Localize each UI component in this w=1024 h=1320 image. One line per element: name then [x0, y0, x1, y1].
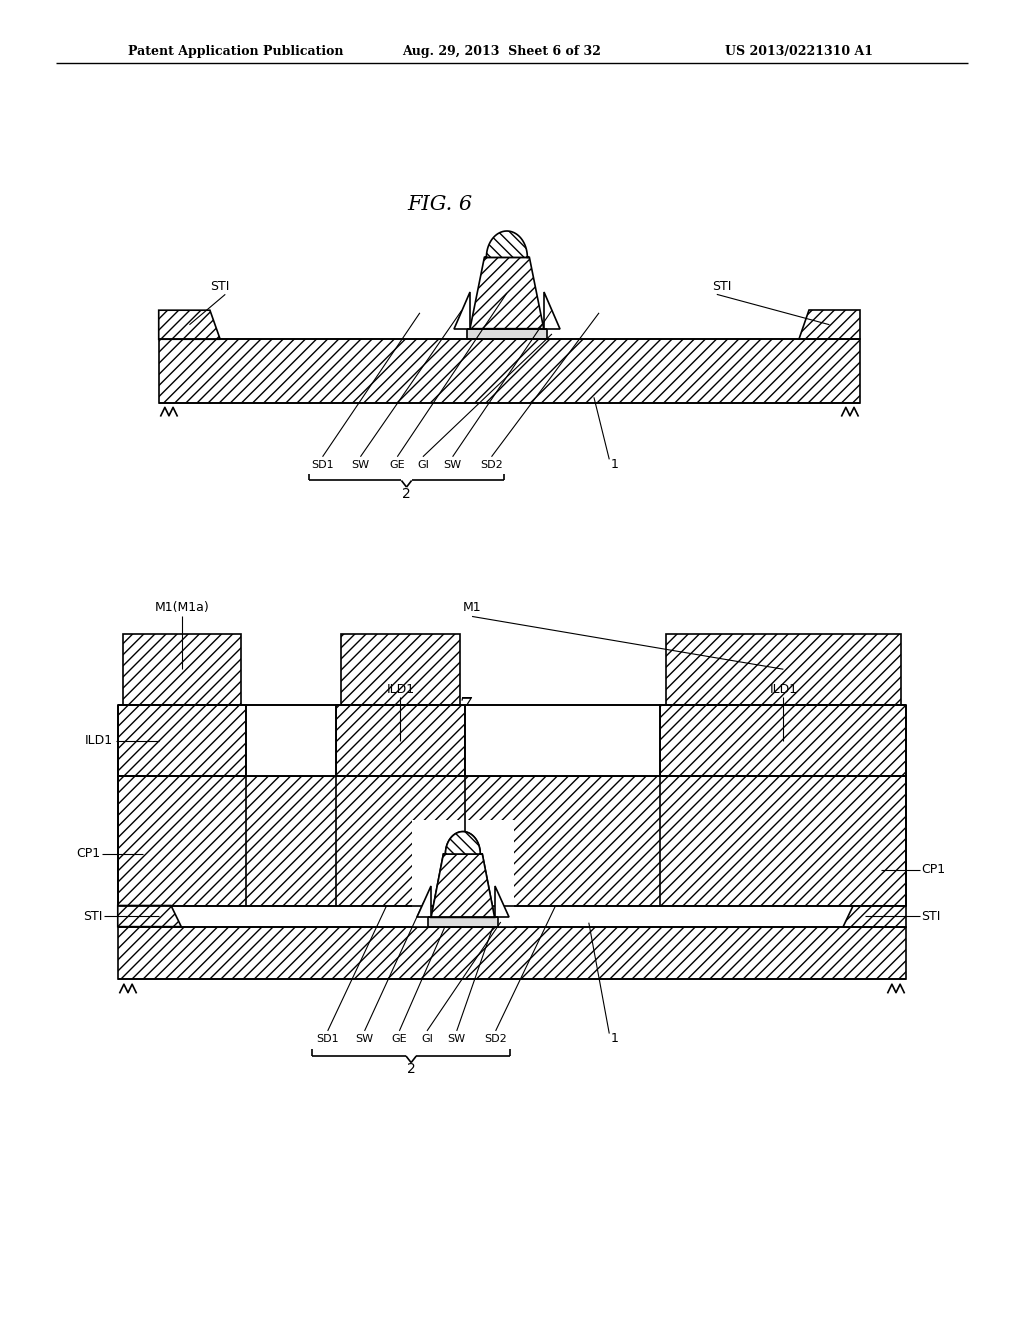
Bar — [118, 705, 246, 776]
Bar — [666, 634, 901, 705]
Text: 2: 2 — [402, 487, 411, 500]
Polygon shape — [484, 231, 529, 257]
Polygon shape — [454, 292, 470, 329]
Polygon shape — [417, 886, 431, 917]
Text: FIG. 7: FIG. 7 — [408, 697, 473, 715]
Text: ILD1: ILD1 — [769, 682, 798, 696]
Polygon shape — [544, 292, 560, 329]
Text: STI: STI — [83, 909, 102, 923]
Text: US 2013/0221310 A1: US 2013/0221310 A1 — [725, 45, 872, 58]
Text: SD2: SD2 — [480, 459, 503, 470]
Polygon shape — [495, 886, 509, 917]
Text: SW: SW — [351, 459, 370, 470]
Bar — [336, 705, 465, 776]
Bar — [428, 917, 498, 927]
Text: GI: GI — [417, 459, 429, 470]
Text: STI: STI — [713, 280, 731, 293]
Polygon shape — [470, 257, 544, 329]
Bar — [467, 329, 547, 339]
Polygon shape — [843, 906, 906, 927]
Text: GE: GE — [389, 459, 406, 470]
Text: SW: SW — [355, 1034, 374, 1044]
Text: Patent Application Publication: Patent Application Publication — [128, 45, 343, 58]
Bar — [246, 705, 336, 776]
Bar — [341, 634, 460, 705]
Polygon shape — [799, 310, 860, 339]
Polygon shape — [431, 854, 495, 917]
Polygon shape — [159, 310, 220, 339]
Text: 1: 1 — [610, 1032, 618, 1045]
Polygon shape — [431, 854, 495, 917]
Bar — [412, 820, 514, 927]
Bar — [118, 927, 906, 979]
Text: CP1: CP1 — [76, 847, 100, 861]
Bar — [660, 705, 906, 776]
Bar — [428, 917, 498, 927]
Text: M1: M1 — [463, 601, 481, 614]
Text: SD1: SD1 — [311, 459, 334, 470]
Polygon shape — [443, 832, 482, 854]
Text: STI: STI — [211, 280, 229, 293]
Text: SD1: SD1 — [316, 1034, 339, 1044]
Text: SW: SW — [443, 459, 462, 470]
Text: GI: GI — [421, 1034, 433, 1044]
Text: M1(M1a): M1(M1a) — [155, 601, 209, 614]
Text: 1: 1 — [610, 458, 618, 471]
Text: 2: 2 — [407, 1063, 416, 1076]
Text: ILD1: ILD1 — [85, 734, 113, 747]
Text: GE: GE — [391, 1034, 408, 1044]
Text: Aug. 29, 2013  Sheet 6 of 32: Aug. 29, 2013 Sheet 6 of 32 — [402, 45, 601, 58]
Bar — [465, 705, 660, 776]
Text: CP1: CP1 — [922, 863, 946, 876]
Bar — [118, 776, 906, 906]
Text: FIG. 6: FIG. 6 — [408, 195, 473, 214]
Text: STI: STI — [922, 909, 941, 923]
Bar — [159, 339, 860, 403]
Text: SD2: SD2 — [484, 1034, 507, 1044]
Bar — [123, 634, 241, 705]
Polygon shape — [443, 832, 482, 854]
Polygon shape — [118, 906, 181, 927]
Text: ILD1: ILD1 — [386, 682, 415, 696]
Text: SW: SW — [447, 1034, 466, 1044]
